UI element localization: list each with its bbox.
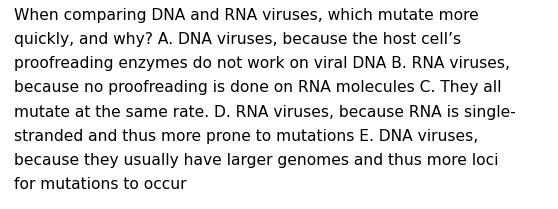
Text: When comparing DNA and RNA viruses, which mutate more: When comparing DNA and RNA viruses, whic…	[14, 8, 479, 23]
Text: quickly, and why? A. DNA viruses, because the host cell’s: quickly, and why? A. DNA viruses, becaus…	[14, 32, 461, 47]
Text: because they usually have larger genomes and thus more loci: because they usually have larger genomes…	[14, 153, 498, 168]
Text: mutate at the same rate. D. RNA viruses, because RNA is single-: mutate at the same rate. D. RNA viruses,…	[14, 104, 516, 120]
Text: because no proofreading is done on RNA molecules C. They all: because no proofreading is done on RNA m…	[14, 80, 502, 96]
Text: stranded and thus more prone to mutations E. DNA viruses,: stranded and thus more prone to mutation…	[14, 129, 478, 144]
Text: for mutations to occur: for mutations to occur	[14, 177, 186, 192]
Text: proofreading enzymes do not work on viral DNA B. RNA viruses,: proofreading enzymes do not work on vira…	[14, 56, 510, 71]
